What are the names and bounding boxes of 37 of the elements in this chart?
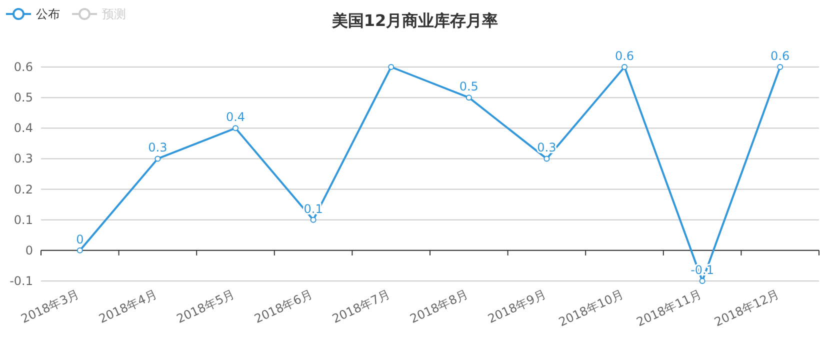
point bbox=[388, 64, 394, 70]
y-tick-label: -0.1 bbox=[10, 274, 33, 288]
chart-title: 美国12月商业库存月率 bbox=[330, 11, 498, 30]
data-label: 0.5 bbox=[459, 80, 478, 94]
y-tick-label: 0.3 bbox=[14, 152, 33, 166]
legend-item: 公布 bbox=[6, 7, 60, 21]
x-tick-label: 2018年12月 bbox=[712, 287, 782, 330]
point bbox=[310, 216, 316, 223]
x-tick-label: 2018年4月 bbox=[96, 287, 159, 326]
point bbox=[466, 94, 472, 101]
y-tick-label: 0.2 bbox=[14, 182, 33, 196]
y-tick-label: 0.5 bbox=[14, 90, 33, 105]
point bbox=[777, 64, 784, 70]
data-label: 0.6 bbox=[770, 49, 790, 63]
point bbox=[699, 278, 706, 284]
y-tick-label: 0 bbox=[25, 243, 33, 258]
data-label: 0.3 bbox=[148, 140, 168, 155]
x-tick-label: 2018年9月 bbox=[486, 287, 548, 326]
point bbox=[544, 156, 550, 162]
x-tick-label: 2018年6月 bbox=[252, 287, 315, 326]
legend-label: 公布 bbox=[36, 7, 60, 21]
point bbox=[76, 247, 83, 254]
point bbox=[622, 64, 628, 70]
y-tick-label: 0.4 bbox=[14, 121, 33, 136]
x-tick-label: 2018年10月 bbox=[556, 287, 626, 330]
x-tick-label: 2018年11月 bbox=[634, 287, 704, 330]
x-tick-label: 2018年5月 bbox=[174, 287, 237, 326]
data-label: 0.4 bbox=[226, 110, 246, 124]
data-label: 0 bbox=[76, 232, 84, 246]
point bbox=[232, 125, 238, 132]
x-tick-label: 2018年3月 bbox=[18, 287, 82, 326]
data-label: 0.6 bbox=[614, 49, 634, 63]
y-tick-label: 0.1 bbox=[14, 212, 33, 227]
point bbox=[154, 156, 161, 162]
y-tick-label: 0.6 bbox=[14, 60, 33, 74]
x-tick-label: 2018年7月 bbox=[330, 287, 392, 326]
x-tick-label: 2018年8月 bbox=[408, 287, 470, 326]
